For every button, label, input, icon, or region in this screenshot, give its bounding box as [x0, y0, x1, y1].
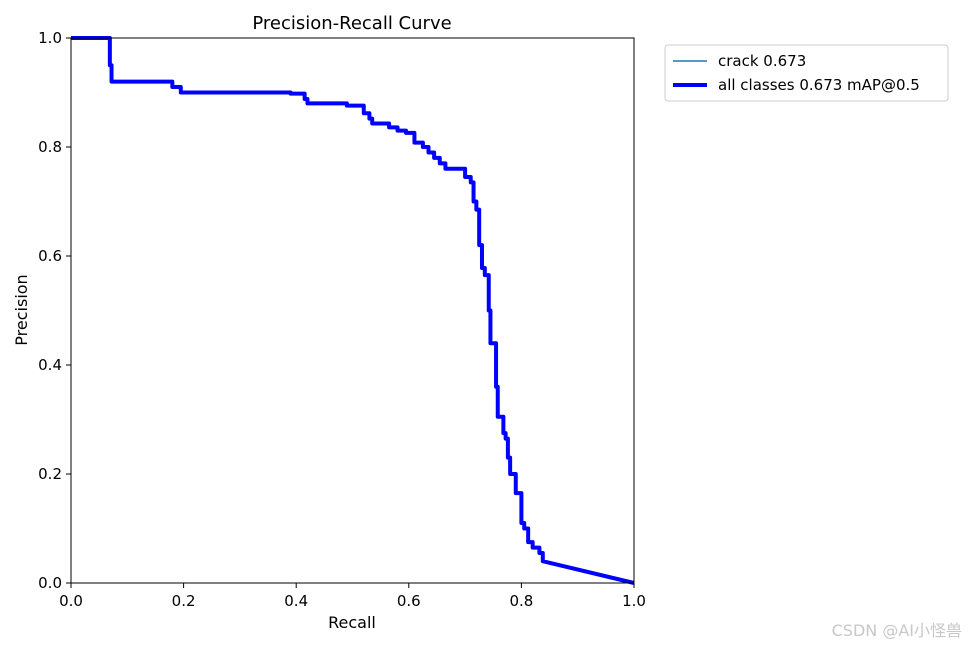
x-axis-label: Recall: [328, 613, 376, 632]
x-tick-label: 1.0: [622, 592, 646, 610]
y-axis-label: Precision: [12, 274, 31, 345]
legend-box: [664, 44, 949, 102]
plot-frame-top: [70, 37, 635, 584]
series-line-crack: [71, 37, 635, 584]
y-axis-ticks: 0.0 0.2 0.4 0.6 0.8 1.0: [38, 29, 71, 592]
y-tick-label: 0.2: [38, 465, 62, 483]
y-tick-label: 1.0: [38, 29, 62, 47]
x-tick-label: 0.6: [397, 592, 421, 610]
x-tick-label: 0.4: [284, 592, 308, 610]
series-layer: [71, 36, 635, 585]
chart-title: Precision-Recall Curve: [252, 13, 451, 34]
legend-label-all-classes: all classes 0.673 mAP@0.5: [718, 76, 920, 94]
x-tick-label: 0.8: [509, 592, 533, 610]
legend-label-crack: crack 0.673: [718, 52, 806, 70]
watermark: CSDN @AI小怪兽: [832, 621, 962, 640]
plot-frame: [70, 37, 635, 584]
series-line-all-classes: [71, 36, 635, 585]
x-axis-ticks: 0.0 0.2 0.4 0.6 0.8 1.0: [59, 583, 646, 610]
y-tick-label: 0.4: [38, 356, 62, 374]
legend: crack 0.673 all classes 0.673 mAP@0.5: [664, 44, 949, 102]
x-tick-label: 0.2: [172, 592, 196, 610]
y-tick-label: 0.8: [38, 138, 62, 156]
y-tick-label: 0.0: [38, 574, 62, 592]
plot-area: [70, 36, 635, 585]
y-tick-label: 0.6: [38, 247, 62, 265]
x-tick-label: 0.0: [59, 592, 83, 610]
